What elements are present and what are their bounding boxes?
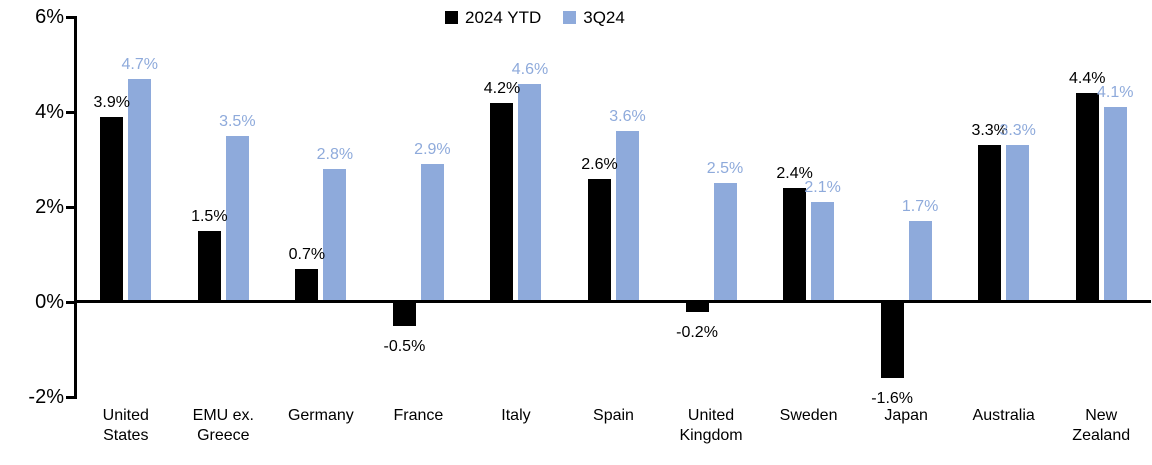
data-label-3q24-france: 2.9% <box>414 141 451 159</box>
bar-3q24-germany <box>323 169 347 302</box>
x-axis-label-germany: Germany <box>287 407 354 424</box>
data-label-3q24-united-kingdom: 2.5% <box>706 160 744 178</box>
bar-2024-ytd-germany <box>295 268 319 302</box>
bar-3q24-emu-ex-greece <box>225 135 249 302</box>
data-label-2024-ytd-emu-ex-greece: 1.5% <box>191 207 228 225</box>
data-label-3q24-italy: 4.6% <box>511 60 549 78</box>
bar-2024-ytd-new-zealand <box>1075 93 1099 302</box>
data-label-3q24-germany: 2.8% <box>316 146 354 163</box>
bar-3q24-japan <box>908 221 932 302</box>
y-tick-label-0: 0% <box>35 291 64 313</box>
bar-2024-ytd-japan <box>880 302 904 378</box>
x-axis-label-emu-ex-greece: EMU ex. Greece <box>192 407 254 444</box>
bar-3q24-united-kingdom <box>713 183 737 302</box>
data-label-2024-ytd-united-states: 3.9% <box>93 93 130 111</box>
data-label-2024-ytd-france: -0.5% <box>383 337 426 355</box>
x-axis-line <box>74 300 1151 303</box>
bar-3q24-france <box>420 164 444 302</box>
bar-3q24-italy <box>518 83 542 302</box>
data-label-3q24-sweden: 2.1% <box>804 179 841 197</box>
legend-item-3q24: 3Q24 <box>563 9 625 26</box>
y-tick-mark <box>66 16 77 19</box>
bar-3q24-sweden <box>811 202 835 302</box>
bar-2024-ytd-france <box>392 302 416 326</box>
bar-3q24-united-states <box>128 78 152 302</box>
x-axis-label-spain: Spain <box>593 407 634 424</box>
data-label-3q24-australia: 3.3% <box>999 122 1036 140</box>
bar-3q24-australia <box>1006 145 1030 302</box>
y-tick-label-2: 2% <box>35 196 64 218</box>
bar-2024-ytd-australia <box>978 145 1002 302</box>
legend-label-2024-ytd: 2024 YTD <box>465 8 542 27</box>
bar-3q24-new-zealand <box>1103 107 1127 302</box>
x-axis-label-new-zealand: New Zealand <box>1072 407 1131 444</box>
y-tick-label-6: 6% <box>35 6 64 28</box>
legend: 2024 YTD 3Q24 <box>445 9 625 26</box>
x-axis-label-australia: Australia <box>972 407 1035 424</box>
data-label-3q24-emu-ex-greece: 3.5% <box>219 112 256 130</box>
legend-swatch-3q24 <box>563 11 577 24</box>
bar-3q24-spain <box>616 131 639 302</box>
x-axis-label-france: France <box>393 407 444 424</box>
bar-2024-ytd-italy <box>490 102 514 302</box>
data-label-2024-ytd-spain: 2.6% <box>581 155 618 173</box>
bar-2024-ytd-emu-ex-greece <box>197 230 221 302</box>
x-axis-label-sweden: Sweden <box>779 407 838 424</box>
bar-2024-ytd-united-states <box>100 116 124 302</box>
bar-2024-ytd-united-kingdom <box>685 302 709 312</box>
x-axis-label-japan: Japan <box>884 407 928 424</box>
data-label-2024-ytd-australia: 3.3% <box>971 122 1008 140</box>
y-tick-mark <box>66 301 77 304</box>
y-tick-mark <box>66 111 77 114</box>
data-label-2024-ytd-new-zealand: 4.4% <box>1068 70 1106 87</box>
data-label-2024-ytd-italy: 4.2% <box>483 79 521 97</box>
y-tick-label-4: 4% <box>35 101 64 123</box>
bar-2024-ytd-spain <box>588 178 611 302</box>
y-tick-mark <box>66 396 77 399</box>
legend-item-2024-ytd: 2024 YTD <box>445 9 541 26</box>
y-tick-label-neg2: -2% <box>28 386 64 408</box>
data-label-2024-ytd-japan: -1.6% <box>871 390 914 407</box>
data-label-2024-ytd-germany: 0.7% <box>288 245 326 263</box>
data-label-3q24-spain: 3.6% <box>609 108 646 125</box>
legend-swatch-2024-ytd <box>445 11 458 24</box>
data-label-3q24-japan: 1.7% <box>901 198 939 216</box>
x-axis-label-united-states: United States <box>102 407 149 444</box>
bar-2024-ytd-sweden <box>783 188 807 302</box>
y-tick-mark <box>66 206 77 209</box>
data-label-2024-ytd-sweden: 2.4% <box>776 165 813 182</box>
data-label-2024-ytd-united-kingdom: -0.2% <box>676 323 718 341</box>
data-label-3q24-new-zealand: 4.1% <box>1096 84 1134 102</box>
legend-label-3q24: 3Q24 <box>583 8 625 27</box>
x-axis-label-united-kingdom: United Kingdom <box>679 407 743 444</box>
x-axis-label-italy: Italy <box>501 407 531 424</box>
data-label-3q24-united-states: 4.7% <box>121 55 158 73</box>
